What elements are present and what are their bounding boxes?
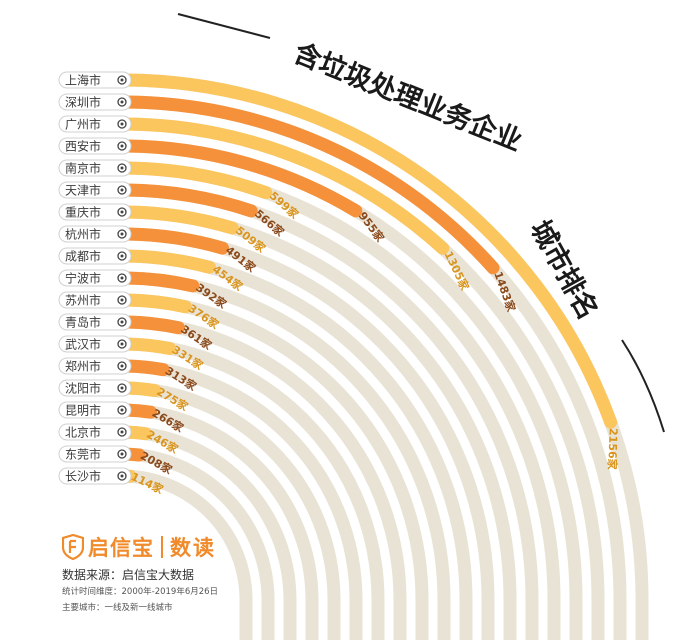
- title-rule-top: [177, 13, 271, 39]
- track-郑州市: [115, 359, 363, 640]
- city-dot-center-长沙市: [120, 474, 124, 478]
- footer: 启信宝 数读 数据来源：启信宝大数据 统计时间维度：2000年-2019年6月2…: [62, 530, 282, 615]
- bar-深圳市: [115, 95, 500, 275]
- city-label: 重庆市: [65, 205, 101, 220]
- city-pill-长沙市: [58, 467, 132, 485]
- city-label: 杭州市: [65, 227, 101, 242]
- city-pill-沈阳市: [58, 379, 132, 397]
- bar-杭州市: [115, 227, 230, 255]
- city-dot-center-沈阳市: [120, 386, 124, 390]
- city-dot-center-昆明市: [120, 408, 124, 412]
- city-dot-center-南京市: [120, 166, 124, 170]
- city-dot-center-深圳市: [120, 100, 124, 104]
- city-pill-西安市: [58, 137, 132, 155]
- city-pill-苏州市: [58, 291, 132, 309]
- city-label: 宁波市: [65, 271, 101, 286]
- city-pill-东莞市: [58, 445, 132, 463]
- track-武汉市: [115, 337, 385, 640]
- track-昆明市: [115, 403, 319, 640]
- bar-上海市: [115, 73, 618, 429]
- city-dot-center-天津市: [120, 188, 124, 192]
- city-pill-南京市: [58, 159, 132, 177]
- brand-logo: 启信宝 数读: [62, 530, 282, 564]
- track-青岛市: [115, 315, 407, 640]
- note-period: 统计时间维度：2000年-2019年6月26日: [62, 587, 219, 597]
- city-pill-青岛市: [58, 313, 132, 331]
- track-东莞市: [115, 447, 275, 640]
- value-label: 2156家: [605, 428, 620, 471]
- city-pill-杭州市: [58, 225, 132, 243]
- city-dot-center-苏州市: [120, 298, 124, 302]
- city-label-layer: 上海市深圳市广州市西安市南京市天津市重庆市杭州市成都市宁波市苏州市青岛市武汉市郑…: [58, 71, 132, 485]
- city-dot-center-北京市: [120, 430, 124, 434]
- data-source: 数据来源：启信宝大数据: [62, 568, 195, 582]
- city-dot-center-郑州市: [120, 364, 124, 368]
- brand-name: 启信宝: [88, 536, 154, 560]
- city-dot-center-东莞市: [120, 452, 124, 456]
- city-label: 昆明市: [65, 403, 101, 418]
- city-label: 武汉市: [65, 337, 101, 352]
- city-pill-上海市: [58, 71, 132, 89]
- city-label: 成都市: [65, 249, 101, 264]
- city-label: 南京市: [65, 161, 101, 176]
- city-label: 青岛市: [65, 315, 101, 330]
- city-label: 深圳市: [65, 95, 101, 110]
- city-dot-center-武汉市: [120, 342, 124, 346]
- city-label: 天津市: [65, 183, 101, 198]
- city-pill-宁波市: [58, 269, 132, 287]
- city-label: 东莞市: [65, 447, 101, 462]
- city-dot-center-上海市: [120, 78, 124, 82]
- bar-广州市: [115, 117, 450, 255]
- bar-苏州市: [115, 293, 192, 314]
- city-label: 上海市: [65, 73, 101, 88]
- city-pill-昆明市: [58, 401, 132, 419]
- bar-宁波市: [115, 271, 200, 293]
- city-dot-center-杭州市: [120, 232, 124, 236]
- city-label: 郑州市: [65, 359, 101, 374]
- city-pill-广州市: [58, 115, 132, 133]
- city-label: 沈阳市: [65, 381, 101, 396]
- bar-南京市: [115, 161, 273, 200]
- city-pill-郑州市: [58, 357, 132, 375]
- city-pill-北京市: [58, 423, 132, 441]
- city-dot-center-重庆市: [120, 210, 124, 214]
- city-dot-center-宁波市: [120, 276, 124, 280]
- city-pill-重庆市: [58, 203, 132, 221]
- brand-subtitle: 数读: [170, 536, 216, 560]
- bar-天津市: [115, 183, 258, 218]
- city-label: 苏州市: [65, 293, 101, 308]
- brand-shield-icon: [62, 534, 84, 560]
- city-pill-成都市: [58, 247, 132, 265]
- chart-title-part2: 城市排名: [524, 215, 604, 325]
- city-label: 广州市: [65, 117, 101, 132]
- track-长沙市: [115, 469, 253, 640]
- note-cities: 主要城市：一线及新一线城市: [62, 603, 173, 613]
- city-dot-center-青岛市: [120, 320, 124, 324]
- city-label: 北京市: [65, 425, 101, 440]
- city-dot-center-广州市: [120, 122, 124, 126]
- city-pill-武汉市: [58, 335, 132, 353]
- track-苏州市: [115, 293, 429, 640]
- city-label: 长沙市: [65, 469, 101, 484]
- title-rule-bottom: [621, 339, 665, 433]
- city-label: 西安市: [65, 139, 101, 154]
- bar-重庆市: [115, 205, 239, 235]
- city-dot-center-西安市: [120, 144, 124, 148]
- city-dot-center-成都市: [120, 254, 124, 258]
- track-北京市: [115, 425, 297, 640]
- bar-成都市: [115, 249, 217, 274]
- city-pill-天津市: [58, 181, 132, 199]
- track-沈阳市: [115, 381, 341, 640]
- bar-西安市: [115, 139, 363, 218]
- city-pill-深圳市: [58, 93, 132, 111]
- brand-separator: [161, 536, 163, 558]
